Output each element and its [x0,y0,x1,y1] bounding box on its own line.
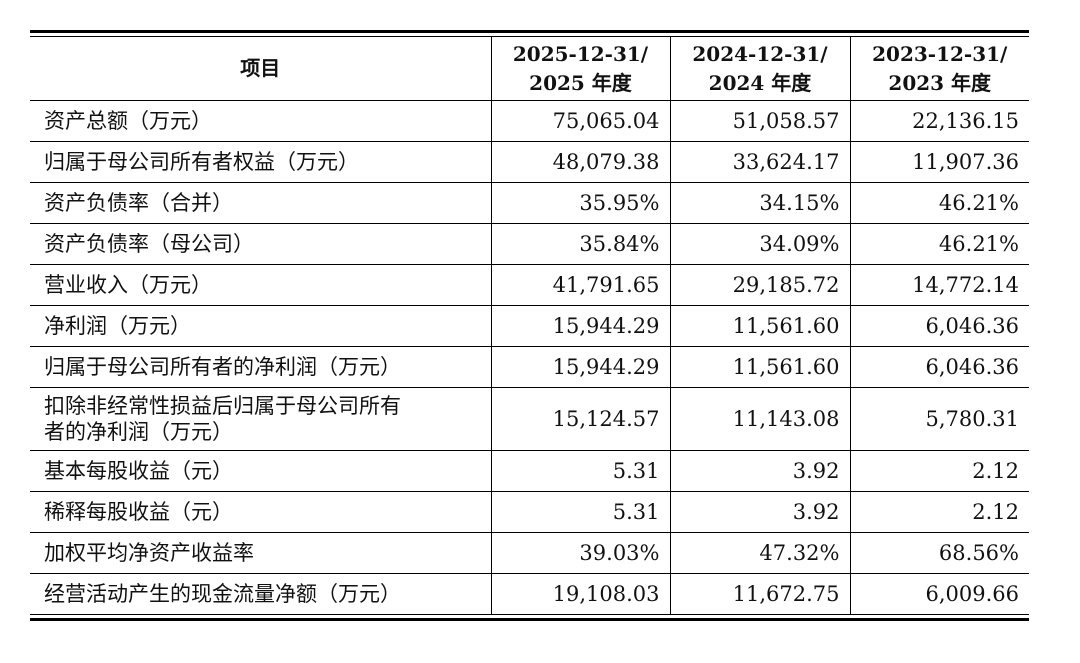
cell-2023: 5,780.31 [849,387,1029,451]
table-row: 加权平均净资产收益率 39.03% 47.32% 68.56% [30,532,1029,574]
bottom-inner-rule [30,614,1029,615]
bottom-rule [30,618,1029,621]
table-row: 资产负债率（母公司） 35.84% 34.09% 46.21% [30,223,1029,265]
cell-2024: 33,624.17 [669,141,851,183]
cell-2024: 34.09% [669,223,851,265]
cell-2025: 75,065.04 [490,100,671,142]
table-row: 营业收入（万元） 41,791.65 29,185.72 14,772.14 [30,264,1029,306]
row-label: 资产负债率（母公司） [30,223,492,265]
cell-2023: 2.12 [849,450,1029,492]
top-rule [30,30,1029,33]
row-label: 基本每股收益（元） [30,450,492,492]
cell-2023: 6,046.36 [849,346,1029,388]
row-label: 稀释每股收益（元） [30,491,492,533]
cell-2023: 22,136.15 [849,100,1029,142]
cell-2024: 34.15% [669,182,851,224]
cell-2023: 68.56% [849,532,1029,574]
financial-table: 项目 2025-12-31/2025 年度 2024-12-31/2024 年度… [30,30,1029,621]
row-label: 扣除非经常性损益后归属于母公司所有 者的净利润（万元） [30,387,492,451]
header-2023: 2023-12-31/2023 年度 [849,37,1029,101]
table-row: 资产负债率（合并） 35.95% 34.15% 46.21% [30,182,1029,224]
table-row: 归属于母公司所有者的净利润（万元） 15,944.29 11,561.60 6,… [30,346,1029,388]
cell-2024: 3.92 [669,450,851,492]
cell-2024: 11,672.75 [669,573,851,614]
cell-2025: 35.84% [490,223,671,265]
table-row: 扣除非经常性损益后归属于母公司所有 者的净利润（万元） 15,124.57 11… [30,387,1029,451]
row-label: 营业收入（万元） [30,264,492,306]
cell-2025: 41,791.65 [490,264,671,306]
row-label: 加权平均净资产收益率 [30,532,492,574]
header-2025: 2025-12-31/2025 年度 [490,37,671,101]
header-2024: 2024-12-31/2024 年度 [669,37,851,101]
row-label: 归属于母公司所有者的净利润（万元） [30,346,492,388]
cell-2024: 11,143.08 [669,387,851,451]
cell-2023: 2.12 [849,491,1029,533]
cell-2025: 5.31 [490,491,671,533]
row-label: 资产负债率（合并） [30,182,492,224]
table-row: 基本每股收益（元） 5.31 3.92 2.12 [30,450,1029,492]
table-row: 资产总额（万元） 75,065.04 51,058.57 22,136.15 [30,100,1029,142]
header-item: 项目 [30,37,492,101]
cell-2023: 46.21% [849,182,1029,224]
data-table: 项目 2025-12-31/2025 年度 2024-12-31/2024 年度… [30,37,1029,614]
cell-2023: 6,009.66 [849,573,1029,614]
row-label: 经营活动产生的现金流量净额（万元） [30,573,492,614]
header-row: 项目 2025-12-31/2025 年度 2024-12-31/2024 年度… [30,37,1029,101]
cell-2025: 5.31 [490,450,671,492]
cell-2024: 3.92 [669,491,851,533]
row-label: 归属于母公司所有者权益（万元） [30,141,492,183]
row-label: 资产总额（万元） [30,100,492,142]
cell-2025: 15,944.29 [490,346,671,388]
cell-2023: 14,772.14 [849,264,1029,306]
table-row: 净利润（万元） 15,944.29 11,561.60 6,046.36 [30,305,1029,347]
cell-2024: 11,561.60 [669,305,851,347]
cell-2023: 6,046.36 [849,305,1029,347]
cell-2025: 15,944.29 [490,305,671,347]
cell-2025: 39.03% [490,532,671,574]
cell-2025: 48,079.38 [490,141,671,183]
table-row: 稀释每股收益（元） 5.31 3.92 2.12 [30,491,1029,533]
cell-2025: 19,108.03 [490,573,671,614]
cell-2024: 29,185.72 [669,264,851,306]
row-label-line: 者的净利润（万元） [44,420,233,444]
row-label: 净利润（万元） [30,305,492,347]
cell-2023: 11,907.36 [849,141,1029,183]
cell-2024: 11,561.60 [669,346,851,388]
table-row: 经营活动产生的现金流量净额（万元） 19,108.03 11,672.75 6,… [30,573,1029,614]
top-inner-rule [30,36,1029,37]
row-label-line: 扣除非经常性损益后归属于母公司所有 [44,394,401,418]
table-row: 归属于母公司所有者权益（万元） 48,079.38 33,624.17 11,9… [30,141,1029,183]
cell-2025: 15,124.57 [490,387,671,451]
cell-2024: 47.32% [669,532,851,574]
cell-2025: 35.95% [490,182,671,224]
cell-2024: 51,058.57 [669,100,851,142]
cell-2023: 46.21% [849,223,1029,265]
